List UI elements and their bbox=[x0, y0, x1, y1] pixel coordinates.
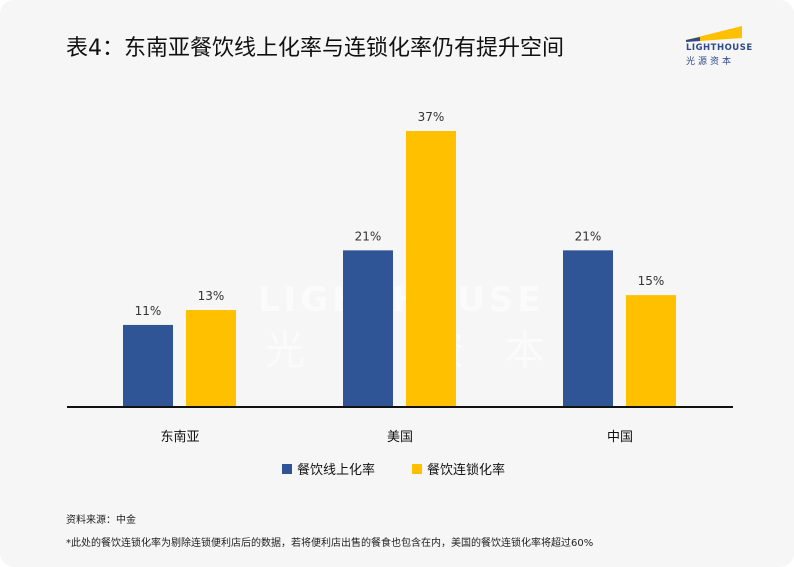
bar-0-1 bbox=[343, 250, 393, 407]
data-label: 11% bbox=[135, 304, 162, 318]
bar-0-0 bbox=[123, 324, 173, 407]
data-label: 21% bbox=[575, 229, 602, 243]
legend-swatch bbox=[412, 464, 422, 474]
bar-1-0 bbox=[186, 310, 236, 407]
legend-label: 餐饮线上化率 bbox=[297, 462, 375, 478]
x-tick-label: 东南亚 bbox=[160, 429, 199, 445]
legend-label: 餐饮连锁化率 bbox=[427, 462, 505, 478]
data-label: 37% bbox=[418, 110, 445, 124]
bar-1-1 bbox=[406, 131, 456, 407]
x-tick-label: 美国 bbox=[387, 430, 413, 445]
chart-title: 表4：东南亚餐饮线上化率与连锁化率仍有提升空间 bbox=[66, 36, 564, 61]
lighthouse-logo: LIGHTHOUSE 光源资本 bbox=[686, 26, 752, 67]
watermark: LIGHTHOUSE bbox=[258, 280, 545, 320]
x-tick-label: 中国 bbox=[607, 430, 633, 445]
legend-swatch bbox=[282, 464, 292, 474]
bar-0-2 bbox=[563, 250, 613, 407]
source-note: 资料来源：中金 bbox=[66, 515, 136, 526]
bar-1-2 bbox=[626, 295, 676, 407]
data-label: 21% bbox=[355, 229, 382, 243]
footnote: *此处的餐饮连锁化率为剔除连锁便利店后的数据，若将便利店出售的餐食也包含在内，美… bbox=[66, 538, 594, 549]
data-label: 15% bbox=[638, 274, 665, 288]
watermark-cn: 光源资本 bbox=[265, 318, 585, 376]
data-label: 13% bbox=[198, 289, 225, 303]
